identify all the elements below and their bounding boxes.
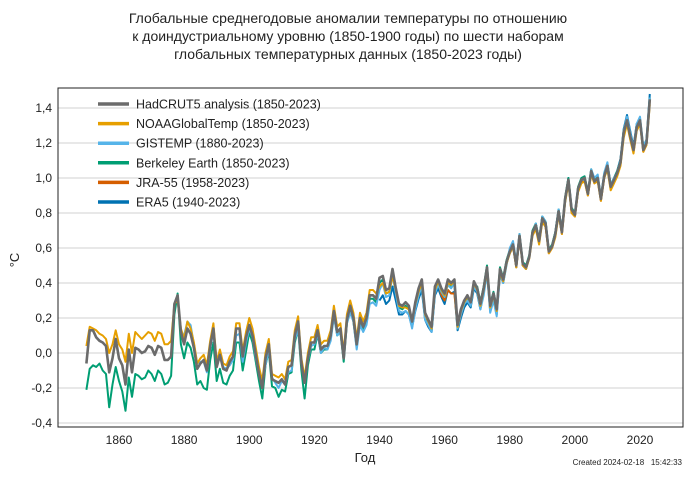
x-tick-label: 1980 (496, 433, 523, 447)
x-axis-ticks: 1860 1880 1900 1920 1940 1960 1980 2000 2020 (106, 433, 654, 447)
legend-label: NOAAGlobalTemp (1850-2023) (136, 117, 310, 131)
y-axis-label: °C (7, 253, 22, 268)
legend-label: HadCRUT5 analysis (1850-2023) (136, 98, 321, 112)
chart-title: Глобальные среднегодовые аномалии темпер… (129, 10, 567, 62)
y-tick-label: 0,4 (35, 276, 52, 290)
y-tick-label: 0,0 (35, 346, 52, 360)
legend-label: ERA5 (1940-2023) (136, 196, 240, 210)
y-tick-label: -0,4 (31, 416, 52, 430)
x-tick-label: 1960 (431, 433, 458, 447)
title-line: Глобальные среднегодовые аномалии темпер… (129, 10, 567, 26)
created-timestamp: Created 2024-02-18 15:42:33 (573, 458, 683, 467)
legend: HadCRUT5 analysis (1850-2023) NOAAGlobalT… (98, 98, 321, 210)
x-tick-label: 1860 (106, 433, 133, 447)
y-tick-label: -0,2 (31, 381, 52, 395)
x-axis-label: Год (355, 450, 376, 465)
y-tick-label: 1,2 (35, 136, 52, 150)
legend-label: JRA-55 (1958-2023) (136, 176, 249, 190)
y-axis-ticks: -0,4 -0,2 0,0 0,2 0,4 0,6 0,8 1,0 1,2 1,4 (31, 101, 52, 430)
series-line-jra-55 (437, 100, 651, 328)
y-tick-label: 1,4 (35, 101, 52, 115)
title-line: к доиндустриальному уровню (1850-1900 го… (132, 28, 563, 44)
y-tick-label: 1,0 (35, 171, 52, 185)
x-tick-label: 1880 (171, 433, 198, 447)
y-tick-label: 0,6 (35, 241, 52, 255)
x-tick-label: 1940 (366, 433, 393, 447)
series-lines (85, 93, 652, 412)
legend-label: Berkeley Earth (1850-2023) (136, 156, 290, 170)
series-line-hadcrut5 (85, 99, 652, 390)
x-tick-label: 1920 (301, 433, 328, 447)
plot-frame (57, 87, 684, 428)
y-tick-label: 0,2 (35, 311, 52, 325)
title-line: глобальных температурных данных (1850-20… (174, 46, 522, 62)
legend-label: GISTEMP (1880-2023) (136, 137, 264, 151)
x-tick-label: 1900 (236, 433, 263, 447)
x-tick-label: 2020 (627, 433, 654, 447)
y-tick-label: 0,8 (35, 206, 52, 220)
x-tick-label: 2000 (562, 433, 589, 447)
